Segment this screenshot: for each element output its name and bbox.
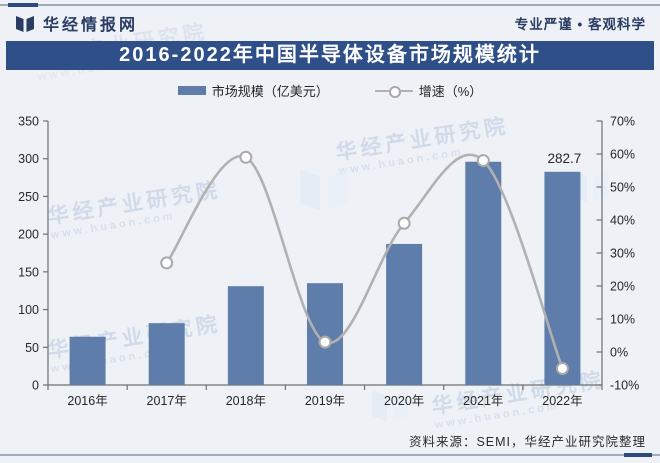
bar-2020年 xyxy=(386,243,423,385)
line-series-label: 增速（%） xyxy=(418,84,483,99)
right-axis-tick-label: -10% xyxy=(610,379,639,393)
left-axis-tick-label: 200 xyxy=(18,228,39,242)
header: 华经情报网 专业严谨 • 客观科学 xyxy=(14,10,646,36)
right-axis-tick-label: 10% xyxy=(610,313,635,327)
chart-area: 0 50 100 150 200 250 300 350 -10% 0% 10% 20% 30% 40% 5… xyxy=(0,105,660,440)
x-axis-label: 2020年 xyxy=(384,394,424,408)
bar-2019年 xyxy=(307,283,343,385)
bar-2017年 xyxy=(148,323,185,385)
x-axis-label: 2022年 xyxy=(542,394,582,408)
growth-marker-2018年 xyxy=(239,150,253,164)
left-axis-tick-label: 250 xyxy=(18,190,39,204)
brand-name: 华经情报网 xyxy=(43,17,139,34)
top-divider-line xyxy=(0,4,660,6)
right-axis-tick-label: 70% xyxy=(610,115,635,129)
header-tagline: 专业严谨 • 客观科学 xyxy=(514,17,646,32)
top-left-accent-bar xyxy=(8,3,38,7)
left-axis-tick-label: 50 xyxy=(25,341,39,355)
combo-chart-svg: 0 50 100 150 200 250 300 350 -10% 0% 10% 20% 30% 40% 5… xyxy=(18,115,639,409)
bar-2021年 xyxy=(465,161,502,385)
brand: 华经情报网 xyxy=(14,11,138,35)
growth-marker-2020年 xyxy=(397,216,411,230)
left-axis-tick-label: 100 xyxy=(18,303,39,317)
legend-item-growth-rate: 增速（%） xyxy=(374,81,483,100)
right-axis-tick-label: 20% xyxy=(610,280,635,294)
left-axis-tick-label: 150 xyxy=(18,265,39,279)
bar-series-label: 市场规模（亿美元） xyxy=(211,84,329,99)
bar-2016年 xyxy=(69,336,106,385)
right-axis-tick-label: 50% xyxy=(610,181,635,195)
x-axis-label: 2017年 xyxy=(147,394,187,408)
left-axis-tick-label: 0 xyxy=(32,379,39,393)
x-axis-label: 2016年 xyxy=(67,394,107,408)
growth-marker-2022年 xyxy=(555,362,569,375)
right-axis-tick-label: 40% xyxy=(610,214,635,228)
chart-title-banner: 2016-2022年中国半导体设备市场规模统计 xyxy=(6,41,654,70)
right-axis-tick-label: 60% xyxy=(610,148,635,162)
left-axis-tick-label: 350 xyxy=(18,115,39,129)
right-axis-tick-label: 0% xyxy=(610,346,628,360)
x-axis-label: 2019年 xyxy=(305,394,345,408)
growth-marker-2017年 xyxy=(160,256,174,270)
bar-2022年 xyxy=(544,171,581,385)
bar-value-label: 282.7 xyxy=(548,151,582,166)
legend-item-market-size: 市场规模（亿美元） xyxy=(177,81,329,100)
right-axis-tick-label: 30% xyxy=(610,247,635,261)
growth-marker-2019年 xyxy=(318,335,332,349)
growth-marker-2021年 xyxy=(476,154,490,168)
bottom-divider-line xyxy=(0,454,660,456)
growth-line xyxy=(165,153,564,369)
legend: 市场规模（亿美元） 增速（%） xyxy=(0,81,660,100)
left-axis-tick-label: 300 xyxy=(18,152,39,166)
line-series-swatch xyxy=(374,85,413,98)
bar-series-swatch xyxy=(177,86,206,95)
data-source-note: 资料来源：SEMI，华经产业研究院整理 xyxy=(408,435,646,449)
bar-2018年 xyxy=(227,286,264,385)
bottom-right-accent-bar xyxy=(624,453,652,457)
x-axis-label: 2018年 xyxy=(226,394,266,408)
brand-logo-icon xyxy=(14,13,36,33)
x-axis-label: 2021年 xyxy=(463,394,503,408)
